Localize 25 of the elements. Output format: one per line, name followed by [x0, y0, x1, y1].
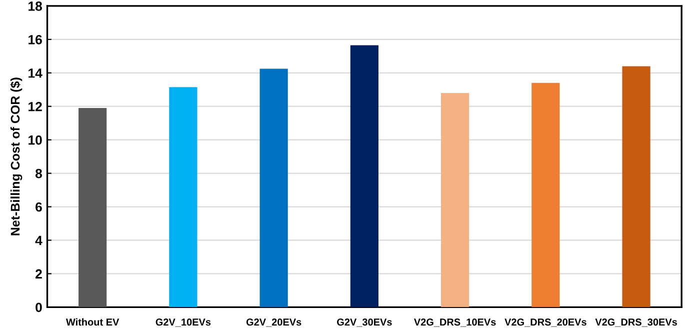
y-tick-label: 16: [28, 34, 42, 44]
y-tick-label: 18: [28, 2, 42, 11]
bar: [78, 108, 107, 308]
y-tick-label: 10: [28, 135, 42, 145]
bar: [532, 82, 560, 308]
y-tick-label: 2: [36, 269, 42, 278]
y-tick-label: 4: [35, 236, 42, 246]
x-tick-label: V2G_DRS_10EVs: [414, 318, 496, 327]
y-axis-title: Net-Billing Cost of COR ($): [10, 78, 22, 236]
bar: [260, 68, 288, 308]
y-tick-label: 8: [35, 168, 42, 178]
bar: [622, 66, 650, 308]
y-tick-label: 6: [36, 202, 42, 212]
x-tick-label: G2V_30EVs: [337, 318, 392, 327]
bar: [169, 87, 198, 308]
bar: [350, 45, 378, 308]
x-tick-label: V2G_DRS_30EVs: [595, 318, 677, 327]
bar: [440, 92, 470, 308]
y-tick-label: 14: [28, 68, 42, 78]
x-tick-label: Without EV: [66, 318, 120, 326]
y-tick-label: 0: [36, 302, 42, 312]
x-tick-label: V2G_DRS_20EVs: [504, 318, 586, 327]
y-tick-label: 12: [28, 102, 42, 112]
x-tick-label: G2V_20EVs: [246, 318, 302, 327]
x-tick-label: G2V_10EVs: [156, 318, 211, 327]
